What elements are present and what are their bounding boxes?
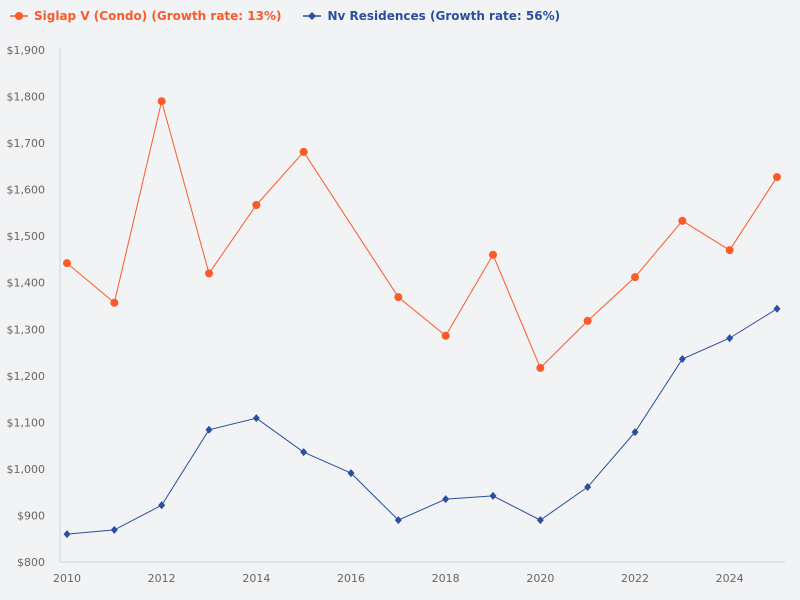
- data-point: [63, 530, 71, 539]
- data-point: [394, 293, 403, 302]
- x-tick-label: 2024: [716, 572, 744, 585]
- data-point: [347, 469, 355, 478]
- data-point: [300, 448, 308, 457]
- legend-label: Nv Residences (Growth rate: 56%): [327, 9, 561, 23]
- y-tick-label: $900: [17, 509, 45, 522]
- series-line-1: [66, 308, 778, 535]
- legend-item-siglap[interactable]: Siglap V (Condo) (Growth rate: 13%): [10, 9, 281, 23]
- data-point: [63, 259, 71, 268]
- y-tick-label: $1,400: [7, 277, 46, 290]
- data-point: [394, 516, 402, 525]
- y-tick-label: $800: [17, 556, 45, 569]
- data-point: [678, 355, 686, 364]
- data-point: [536, 363, 545, 372]
- data-point: [631, 273, 639, 282]
- data-point: [442, 495, 450, 504]
- data-point: [205, 269, 213, 278]
- y-tick-label: $1,300: [7, 323, 46, 336]
- y-tick-label: $1,200: [7, 370, 46, 383]
- data-point: [441, 331, 450, 340]
- y-tick-label: $1,900: [7, 44, 46, 57]
- x-tick-label: 2020: [526, 572, 554, 585]
- data-point: [536, 516, 544, 525]
- data-point: [205, 425, 213, 434]
- data-point: [110, 525, 118, 534]
- y-tick-label: $1,700: [7, 137, 46, 150]
- data-point: [157, 97, 166, 106]
- x-tick-label: 2012: [148, 572, 176, 585]
- data-point: [489, 491, 497, 500]
- data-point: [489, 250, 497, 259]
- y-tick-label: $1,600: [7, 184, 46, 197]
- x-tick-label: 2022: [621, 572, 649, 585]
- series-line-0: [66, 101, 778, 369]
- legend-item-nv[interactable]: Nv Residences (Growth rate: 56%): [303, 9, 560, 23]
- data-point: [110, 298, 119, 307]
- data-point: [773, 304, 781, 313]
- data-point: [773, 173, 781, 182]
- diamond-marker-icon: [303, 12, 322, 20]
- x-tick-label: 2016: [337, 572, 365, 585]
- x-tick-label: 2018: [432, 572, 460, 585]
- data-point: [584, 483, 592, 492]
- data-point: [158, 501, 166, 510]
- data-point: [252, 414, 260, 423]
- x-tick-label: 2010: [53, 572, 81, 585]
- data-point: [726, 334, 734, 343]
- y-tick-label: $1,100: [7, 416, 46, 429]
- legend: Siglap V (Condo) (Growth rate: 13%) Nv R…: [10, 9, 560, 23]
- y-tick-label: $1,500: [7, 230, 46, 243]
- legend-label: Siglap V (Condo) (Growth rate: 13%): [34, 9, 282, 23]
- data-point: [252, 200, 261, 209]
- data-point: [583, 316, 592, 325]
- data-point: [678, 216, 687, 225]
- y-tick-label: $1,800: [7, 91, 46, 104]
- data-point: [299, 147, 308, 156]
- data-point: [631, 428, 639, 437]
- data-point: [725, 246, 734, 255]
- x-tick-label: 2014: [242, 572, 270, 585]
- circle-marker-icon: [10, 12, 28, 20]
- y-tick-label: $1,000: [7, 463, 46, 476]
